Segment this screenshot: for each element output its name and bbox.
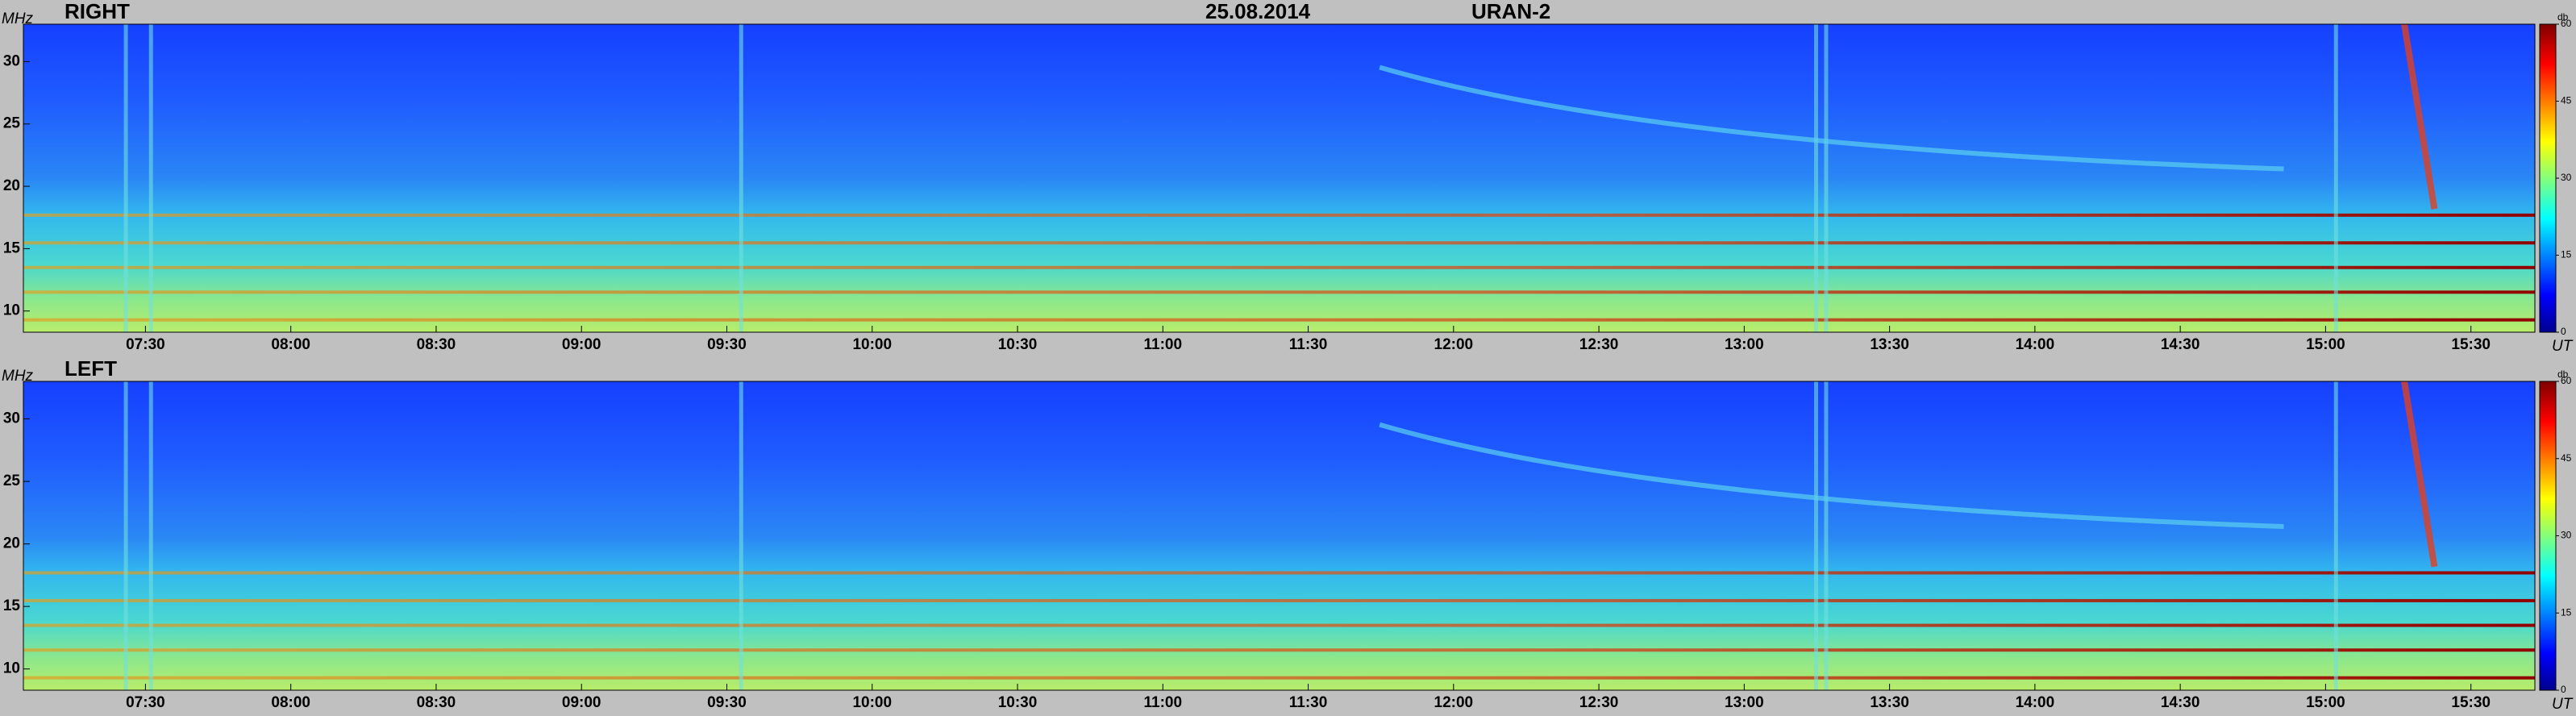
- x-tick-label: 13:00: [1725, 336, 1764, 353]
- x-tick-label: 12:30: [1579, 336, 1619, 353]
- x-tick-label: 07:30: [126, 694, 165, 711]
- x-tick-label: 11:00: [1144, 336, 1183, 353]
- drift: [1379, 422, 2284, 530]
- x-tick-label: 14:00: [2016, 694, 2055, 711]
- interference-line: [148, 381, 153, 690]
- y-tick-label: 10: [3, 660, 20, 677]
- emission-band: [23, 213, 2535, 217]
- interference-line: [1824, 24, 1829, 332]
- x-tick-label: 08:00: [271, 694, 310, 711]
- interference-line: [123, 381, 128, 690]
- spectrogram: [23, 24, 2535, 332]
- colorbar-tick-label: 30: [2561, 172, 2572, 183]
- x-tick-label: 09:00: [562, 336, 601, 353]
- x-tick-label: 13:30: [1870, 694, 1909, 711]
- emission-band: [23, 318, 2535, 322]
- colorbar-tick-label: 0: [2561, 326, 2566, 337]
- x-tick-label: 09:30: [707, 336, 747, 353]
- x-tick-label: 14:00: [2016, 336, 2055, 353]
- emission-band: [23, 241, 2535, 245]
- plot-frame: [23, 23, 2536, 333]
- x-tick-label: 13:30: [1870, 336, 1909, 353]
- y-tick-label: 25: [3, 115, 21, 132]
- x-tick-label: 15:30: [2451, 336, 2491, 353]
- y-tick-label: 20: [3, 535, 20, 552]
- drift: [1379, 65, 2284, 172]
- y-tick-label: 15: [3, 239, 21, 256]
- x-tick-label: 10:00: [852, 694, 892, 711]
- y-tick-label: 30: [3, 410, 20, 427]
- emission-band: [23, 571, 2535, 575]
- x-tick-label: 11:30: [1289, 694, 1328, 711]
- x-tick-label: 10:00: [852, 336, 892, 353]
- emission-band: [23, 648, 2535, 652]
- interference-line: [2333, 381, 2338, 690]
- interference-line: [1824, 381, 1829, 690]
- emission-band: [23, 676, 2535, 680]
- interference-line: [739, 381, 743, 690]
- burst: [2401, 23, 2438, 210]
- x-tick-label: 14:30: [2161, 694, 2200, 711]
- x-tick-label: 08:00: [271, 336, 310, 353]
- interference-line: [123, 24, 128, 332]
- colorbar-tick-label: 15: [2561, 249, 2572, 260]
- colorbar-tick-label: 30: [2561, 530, 2572, 541]
- x-tick-label: 15:30: [2451, 694, 2491, 711]
- y-tick-label: 30: [3, 52, 20, 69]
- colorbar-tick-label: 60: [2561, 375, 2572, 386]
- x-tick-label: 08:30: [417, 694, 456, 711]
- spectrogram: [23, 381, 2535, 690]
- emission-band: [23, 598, 2535, 602]
- colorbar-tick-label: 15: [2561, 606, 2572, 618]
- x-axis-label: UT: [2552, 338, 2574, 355]
- y-tick-label: 25: [3, 472, 21, 489]
- x-tick-label: 15:00: [2306, 694, 2345, 711]
- emission-band: [23, 623, 2535, 627]
- x-tick-label: 10:30: [998, 336, 1038, 353]
- x-tick-label: 09:00: [562, 694, 601, 711]
- x-tick-label: 08:30: [417, 336, 456, 353]
- interference-line: [148, 24, 153, 332]
- interference-line: [2333, 24, 2338, 332]
- x-tick-label: 12:30: [1579, 694, 1619, 711]
- panel-title: RIGHT: [65, 0, 130, 23]
- colorbar-tick-label: 0: [2561, 684, 2566, 695]
- colorbar: [2539, 23, 2557, 333]
- x-tick-label: 14:30: [2161, 336, 2200, 353]
- x-axis-label: UT: [2552, 696, 2574, 713]
- interference-line: [1813, 24, 1818, 332]
- colorbar-label: db: [2557, 368, 2569, 380]
- x-tick-label: 13:00: [1725, 694, 1764, 711]
- x-tick-label: 15:00: [2306, 336, 2345, 353]
- x-tick-label: 07:30: [126, 336, 165, 353]
- emission-band: [23, 265, 2535, 269]
- x-tick-label: 10:30: [998, 694, 1038, 711]
- header-date: 25.08.2014: [1205, 0, 1311, 23]
- colorbar-label: db: [2557, 11, 2569, 23]
- y-tick-label: 10: [3, 302, 20, 319]
- y-axis-label: MHz: [2, 10, 34, 27]
- y-axis-label: MHz: [2, 368, 34, 385]
- x-tick-label: 09:30: [707, 694, 747, 711]
- burst: [2401, 381, 2438, 568]
- colorbar-tick-label: 60: [2561, 18, 2572, 29]
- plot-frame: [23, 381, 2536, 691]
- colorbar: [2539, 381, 2557, 691]
- x-tick-label: 12:00: [1434, 694, 1474, 711]
- interference-line: [1813, 381, 1818, 690]
- colorbar-tick-label: 45: [2561, 95, 2572, 106]
- header-instrument: URAN-2: [1471, 0, 1550, 23]
- y-tick-label: 15: [3, 597, 21, 614]
- interference-line: [739, 24, 743, 332]
- x-tick-label: 11:00: [1144, 694, 1183, 711]
- panel-title: LEFT: [65, 356, 117, 381]
- x-tick-label: 12:00: [1434, 336, 1474, 353]
- x-tick-label: 11:30: [1289, 336, 1328, 353]
- colorbar-tick-label: 45: [2561, 452, 2572, 464]
- emission-band: [23, 290, 2535, 294]
- y-tick-label: 20: [3, 177, 20, 194]
